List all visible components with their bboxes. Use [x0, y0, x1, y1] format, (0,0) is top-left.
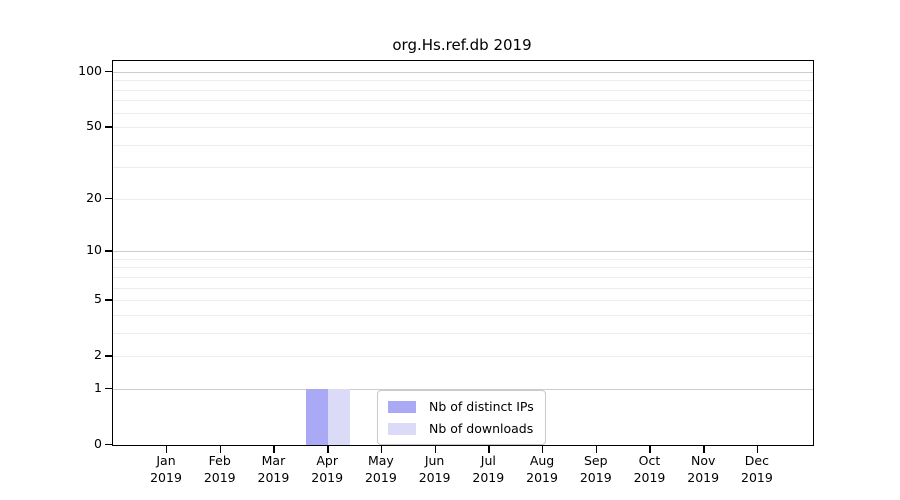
y-axis-tick-label: 10: [86, 242, 102, 258]
x-axis-tick-label: Feb 2019: [203, 453, 236, 485]
gridline-minor: [113, 89, 813, 91]
x-axis-tick: [703, 446, 705, 453]
x-axis-tick: [488, 446, 490, 453]
x-axis-tick-label: Aug 2019: [526, 453, 558, 485]
y-axis-tick-label: 20: [86, 189, 102, 205]
x-axis-tick: [542, 446, 544, 453]
gridline-minor: [113, 267, 813, 269]
legend-row-distinct-ips: Nb of distinct IPs: [388, 399, 534, 414]
legend-swatch-downloads: [388, 422, 416, 435]
x-axis-tick: [219, 446, 222, 453]
legend-label-downloads: Nb of downloads: [429, 421, 534, 436]
y-axis-tick: [105, 444, 112, 446]
y-axis-tick: [105, 126, 112, 128]
gridline-major: [113, 388, 813, 390]
y-axis-tick: [105, 250, 112, 252]
gridline-minor: [113, 198, 813, 200]
gridline-minor: [113, 127, 813, 129]
x-axis-tick: [327, 446, 329, 453]
x-axis-tick: [273, 446, 275, 453]
gridline-minor: [113, 112, 813, 114]
legend-label-distinct-ips: Nb of distinct IPs: [429, 399, 534, 414]
gridline-minor: [113, 314, 813, 316]
x-axis-tick-label: Jul 2019: [472, 453, 505, 485]
y-axis-tick-label: 100: [78, 62, 102, 78]
x-axis-tick: [756, 446, 759, 453]
legend-row-downloads: Nb of downloads: [388, 421, 534, 436]
x-axis-tick-label: Dec 2019: [741, 453, 773, 485]
x-axis-tick: [380, 446, 383, 453]
gridline-major: [113, 251, 813, 253]
gridline-minor: [113, 80, 813, 82]
gridline-minor: [113, 258, 813, 260]
x-axis-tick: [595, 446, 598, 453]
bar-apr-downloads: [328, 388, 351, 445]
x-axis-tick-label: May 2019: [364, 453, 397, 485]
x-axis-tick-label: Nov 2019: [687, 453, 720, 485]
y-axis-tick-label: 1: [94, 379, 102, 395]
y-axis-tick-label: 2: [94, 347, 102, 363]
gridline-minor: [113, 276, 813, 278]
gridline-minor: [113, 167, 813, 169]
gridline-minor: [113, 300, 813, 302]
gridline-minor: [113, 287, 813, 289]
x-axis-tick-label: Mar 2019: [257, 453, 290, 485]
x-axis-tick-label: Oct 2019: [633, 453, 666, 485]
gridline-minor: [113, 100, 813, 102]
y-axis-tick: [105, 355, 112, 357]
gridline-minor: [113, 356, 813, 358]
x-axis-tick: [434, 446, 436, 453]
gridline-minor: [113, 144, 813, 146]
y-axis-tick-label: 5: [94, 291, 102, 307]
gridline-major: [113, 71, 813, 73]
x-axis-tick-label: Jun 2019: [418, 453, 451, 485]
x-axis-tick-label: Apr 2019: [311, 453, 344, 485]
x-axis-tick-label: Sep 2019: [579, 453, 612, 485]
plot-area: Nb of distinct IPs Nb of downloads: [112, 60, 814, 446]
y-axis-tick: [105, 387, 112, 390]
bar-apr-distinct-ips: [306, 388, 329, 445]
gridline-minor: [113, 332, 813, 334]
y-axis-tick: [105, 299, 112, 301]
y-axis-tick-label: 0: [94, 436, 102, 451]
y-axis-tick-label: 50: [86, 118, 102, 134]
y-axis-tick: [105, 197, 112, 200]
x-axis-tick: [166, 446, 168, 453]
chart-title: org.Hs.ref.db 2019: [392, 36, 532, 54]
legend-swatch-distinct-ips: [388, 400, 416, 413]
x-axis-tick-label: Jan 2019: [150, 453, 182, 485]
x-axis-tick: [649, 446, 651, 453]
y-axis-tick: [105, 70, 112, 73]
legend: Nb of distinct IPs Nb of downloads: [377, 390, 546, 445]
